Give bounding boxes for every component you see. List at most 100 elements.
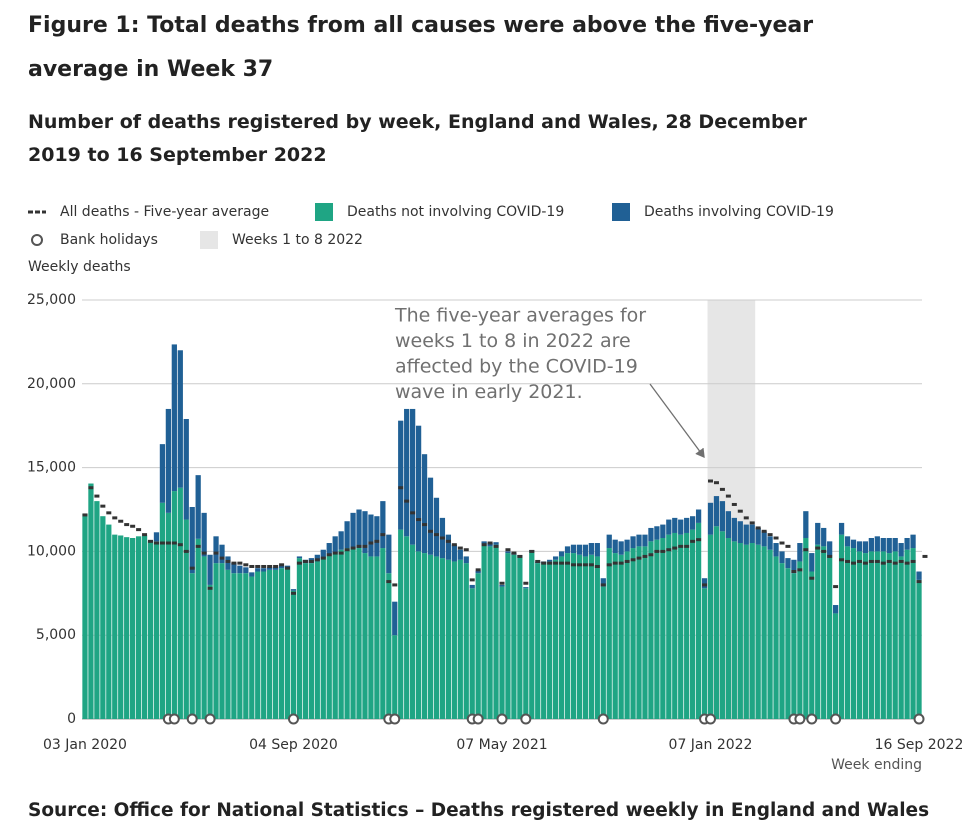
y-axis-label: Weekly deaths bbox=[28, 259, 131, 275]
bar bbox=[797, 561, 803, 719]
bar bbox=[410, 408, 416, 545]
bar bbox=[755, 527, 761, 545]
bar bbox=[201, 512, 207, 557]
bar bbox=[308, 563, 314, 719]
bar bbox=[910, 534, 916, 549]
bar bbox=[505, 553, 511, 719]
bar bbox=[838, 534, 845, 719]
bar bbox=[797, 543, 803, 562]
bar bbox=[380, 548, 386, 719]
bar bbox=[225, 569, 231, 719]
bar bbox=[874, 551, 880, 719]
legend-label: Deaths involving COVID-19 bbox=[644, 204, 834, 220]
bar bbox=[856, 551, 863, 719]
bar bbox=[272, 567, 279, 570]
bar bbox=[457, 549, 463, 560]
bar bbox=[511, 554, 517, 719]
bank-holiday-marker bbox=[806, 713, 818, 725]
bar bbox=[552, 559, 559, 719]
bar bbox=[255, 568, 261, 572]
bar bbox=[445, 534, 452, 560]
bar bbox=[773, 556, 779, 719]
bar bbox=[558, 551, 565, 557]
bar bbox=[463, 563, 469, 719]
bar bbox=[201, 556, 207, 719]
bar bbox=[517, 556, 523, 719]
legend-label: All deaths - Five-year average bbox=[60, 204, 269, 220]
bar bbox=[195, 475, 201, 539]
y-tick-label: 25,000 bbox=[27, 292, 76, 308]
bar bbox=[916, 579, 922, 719]
bar bbox=[874, 536, 880, 552]
x-tick-label: 16 Sep 2022 bbox=[875, 737, 964, 753]
bar bbox=[862, 541, 869, 554]
bar bbox=[713, 496, 720, 527]
bar bbox=[421, 553, 428, 719]
bar bbox=[606, 534, 612, 549]
bar bbox=[672, 532, 678, 719]
bank-holiday-marker bbox=[830, 713, 842, 725]
bar bbox=[612, 539, 618, 554]
bar bbox=[821, 527, 827, 547]
bar bbox=[153, 532, 160, 542]
legend-swatch bbox=[31, 234, 43, 246]
bar bbox=[666, 534, 672, 719]
bar bbox=[642, 546, 648, 719]
bar bbox=[695, 509, 702, 523]
bar bbox=[690, 529, 696, 719]
bar bbox=[707, 502, 714, 535]
bar bbox=[695, 522, 702, 719]
bar bbox=[547, 559, 553, 562]
bar bbox=[761, 531, 767, 547]
bar bbox=[350, 548, 356, 719]
bar bbox=[231, 573, 237, 719]
bank-holiday-marker bbox=[389, 713, 401, 725]
bar bbox=[564, 553, 571, 719]
bar bbox=[177, 350, 183, 488]
bar bbox=[886, 537, 892, 554]
bar bbox=[296, 558, 303, 719]
bar bbox=[433, 497, 440, 557]
bar bbox=[624, 539, 630, 552]
bar bbox=[326, 554, 332, 719]
bar bbox=[392, 635, 398, 719]
bar bbox=[916, 571, 922, 580]
bar bbox=[880, 551, 886, 719]
x-tick-label: 03 Jan 2020 bbox=[43, 737, 127, 753]
bar bbox=[213, 563, 219, 719]
bar bbox=[838, 522, 845, 535]
bank-holiday-marker bbox=[913, 713, 925, 725]
legend-label: Weeks 1 to 8 2022 bbox=[232, 232, 363, 248]
bar bbox=[725, 537, 732, 719]
bank-holiday-marker bbox=[794, 713, 806, 725]
bar bbox=[463, 556, 469, 564]
bar bbox=[404, 536, 410, 719]
bar bbox=[725, 511, 732, 538]
bar bbox=[737, 543, 743, 719]
bar bbox=[445, 559, 452, 719]
bar bbox=[267, 569, 273, 719]
bar bbox=[636, 546, 642, 719]
bar bbox=[600, 586, 606, 719]
bar bbox=[415, 551, 422, 719]
bar bbox=[368, 514, 374, 557]
bar bbox=[421, 454, 428, 554]
bar bbox=[809, 571, 815, 719]
annotation-arrow bbox=[649, 383, 705, 459]
bar bbox=[547, 561, 553, 719]
bar bbox=[552, 556, 559, 560]
annotation: weeks 1 to 8 in 2022 are bbox=[395, 330, 631, 352]
bar bbox=[392, 601, 398, 636]
bar bbox=[290, 589, 297, 591]
annotation: affected by the COVID-19 bbox=[395, 356, 638, 378]
bar bbox=[523, 587, 529, 589]
bar bbox=[261, 571, 267, 719]
bar bbox=[487, 543, 493, 547]
legend-swatch bbox=[612, 203, 630, 221]
bar bbox=[481, 541, 487, 545]
bar bbox=[249, 572, 255, 577]
bar bbox=[880, 537, 886, 552]
bar bbox=[648, 541, 654, 719]
bar bbox=[529, 551, 535, 719]
bar bbox=[332, 553, 338, 719]
